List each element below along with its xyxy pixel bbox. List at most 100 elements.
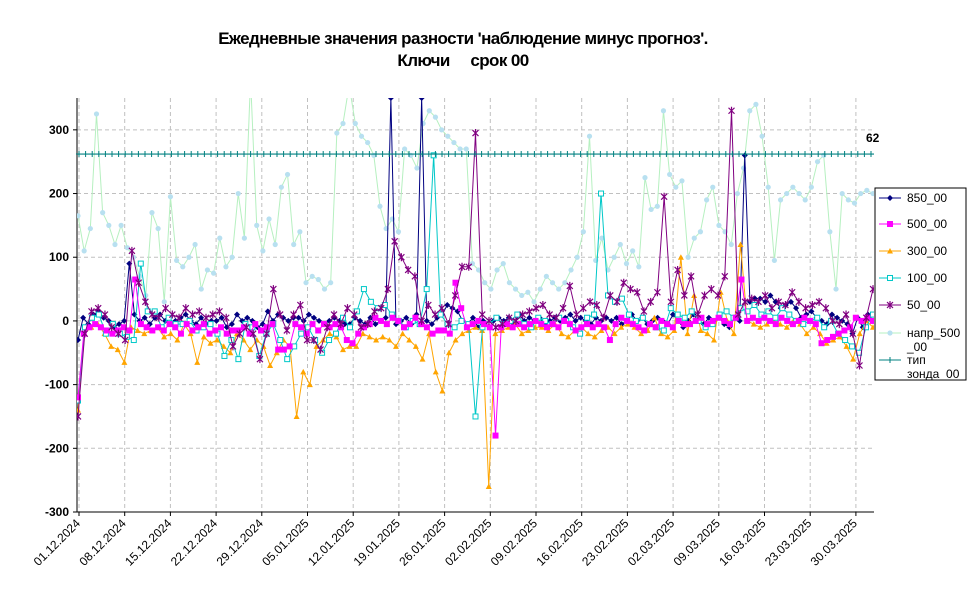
data-point [674, 265, 682, 274]
data-point [399, 330, 406, 337]
data-point [639, 314, 646, 321]
data-point [161, 151, 168, 158]
data-point [863, 324, 870, 331]
data-point [439, 151, 445, 158]
data-point [755, 317, 762, 324]
data-point [478, 151, 485, 158]
data-point [850, 356, 857, 362]
data-point [189, 327, 196, 334]
data-point [168, 151, 175, 158]
data-point [771, 257, 777, 264]
data-point [870, 311, 874, 318]
data-point [538, 151, 544, 158]
data-point [303, 280, 309, 286]
data-point [446, 330, 453, 337]
data-point [379, 151, 386, 158]
data-point [887, 195, 893, 201]
data-point [397, 253, 405, 262]
data-point [174, 337, 181, 343]
data-point [531, 151, 538, 158]
data-point [767, 317, 774, 324]
data-point [186, 254, 192, 260]
data-point [786, 311, 793, 318]
data-point [330, 310, 338, 319]
data-point [749, 314, 756, 321]
data-point [709, 317, 716, 324]
data-point [566, 321, 573, 328]
data-point [730, 330, 737, 337]
data-point [721, 317, 728, 324]
data-point [223, 264, 229, 270]
data-point [887, 248, 893, 254]
chart-title-line1: Ежедневные значения разности 'наблюдение… [218, 29, 708, 48]
legend-label: 50_00 [907, 298, 941, 312]
data-point [244, 314, 251, 321]
data-point [326, 151, 333, 158]
data-point [821, 324, 828, 331]
data-point [451, 139, 457, 146]
data-point [578, 324, 585, 331]
x-tick-label: 16.03.2025 [716, 516, 769, 569]
data-point [539, 301, 547, 309]
data-point [429, 330, 436, 337]
data-point [492, 432, 499, 439]
data-point [845, 197, 851, 203]
data-point [94, 304, 102, 313]
y-tick-label: 100 [49, 250, 69, 264]
data-point [235, 327, 242, 334]
grid-layer [77, 98, 874, 512]
data-point [505, 313, 513, 322]
data-point [660, 108, 667, 114]
data-point [212, 327, 219, 334]
data-point [114, 346, 121, 353]
data-point [500, 261, 506, 267]
data-point [681, 314, 688, 321]
data-point [598, 190, 605, 197]
data-point [841, 151, 848, 158]
data-point [475, 317, 482, 324]
data-point [654, 203, 660, 209]
data-point [586, 133, 593, 139]
data-point [465, 151, 472, 158]
data-point [309, 273, 315, 279]
data-point [584, 151, 591, 158]
data-point [842, 310, 850, 319]
x-tick-label: 09.02.2025 [488, 516, 541, 569]
data-point [439, 387, 446, 394]
data-point [736, 151, 742, 158]
data-point [234, 311, 240, 318]
data-point [808, 151, 815, 158]
data-point [606, 337, 613, 344]
data-point [234, 151, 241, 158]
data-point [765, 308, 772, 315]
data-point [260, 151, 267, 158]
data-point [729, 151, 736, 158]
data-point [714, 291, 722, 300]
data-point [337, 320, 345, 329]
data-point [198, 314, 205, 321]
data-point [632, 317, 639, 324]
data-point [531, 299, 537, 305]
data-point [343, 337, 350, 344]
data-point [149, 210, 155, 216]
data-point [728, 241, 734, 248]
data-point [568, 267, 574, 273]
data-point [669, 311, 676, 318]
data-point [848, 151, 855, 158]
data-point [208, 151, 214, 158]
data-point [161, 299, 167, 305]
data-point [235, 356, 242, 363]
data-point [148, 310, 156, 319]
data-point [109, 151, 115, 158]
data-point [784, 190, 790, 197]
data-point [89, 151, 96, 158]
data-point [414, 165, 420, 171]
data-point [751, 302, 758, 308]
data-point [310, 314, 317, 321]
data-point [389, 314, 396, 321]
data-point [122, 151, 129, 158]
data-point [669, 324, 676, 331]
data-point [835, 151, 841, 158]
data-point [260, 248, 266, 254]
data-point [549, 321, 556, 328]
